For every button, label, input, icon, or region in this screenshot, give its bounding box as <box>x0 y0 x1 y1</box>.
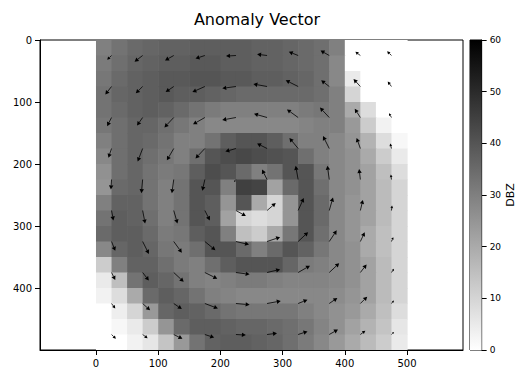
svg-text:100: 100 <box>13 97 32 108</box>
svg-text:Anomaly Vector: Anomaly Vector <box>194 10 321 29</box>
svg-text:0: 0 <box>26 35 32 46</box>
svg-text:60: 60 <box>490 35 502 45</box>
svg-text:50: 50 <box>490 87 502 97</box>
svg-text:30: 30 <box>490 190 502 200</box>
svg-text:100: 100 <box>149 358 168 369</box>
svg-text:400: 400 <box>13 283 32 294</box>
svg-text:300: 300 <box>13 221 32 232</box>
svg-text:200: 200 <box>13 159 32 170</box>
svg-text:0: 0 <box>93 358 99 369</box>
svg-text:10: 10 <box>490 293 502 303</box>
svg-text:20: 20 <box>490 242 502 252</box>
svg-text:200: 200 <box>211 358 230 369</box>
svg-text:300: 300 <box>273 358 292 369</box>
svg-text:500: 500 <box>397 358 416 369</box>
svg-text:40: 40 <box>490 138 502 148</box>
svg-text:DBZ: DBZ <box>504 183 517 207</box>
svg-text:0: 0 <box>490 345 496 355</box>
svg-text:400: 400 <box>335 358 354 369</box>
